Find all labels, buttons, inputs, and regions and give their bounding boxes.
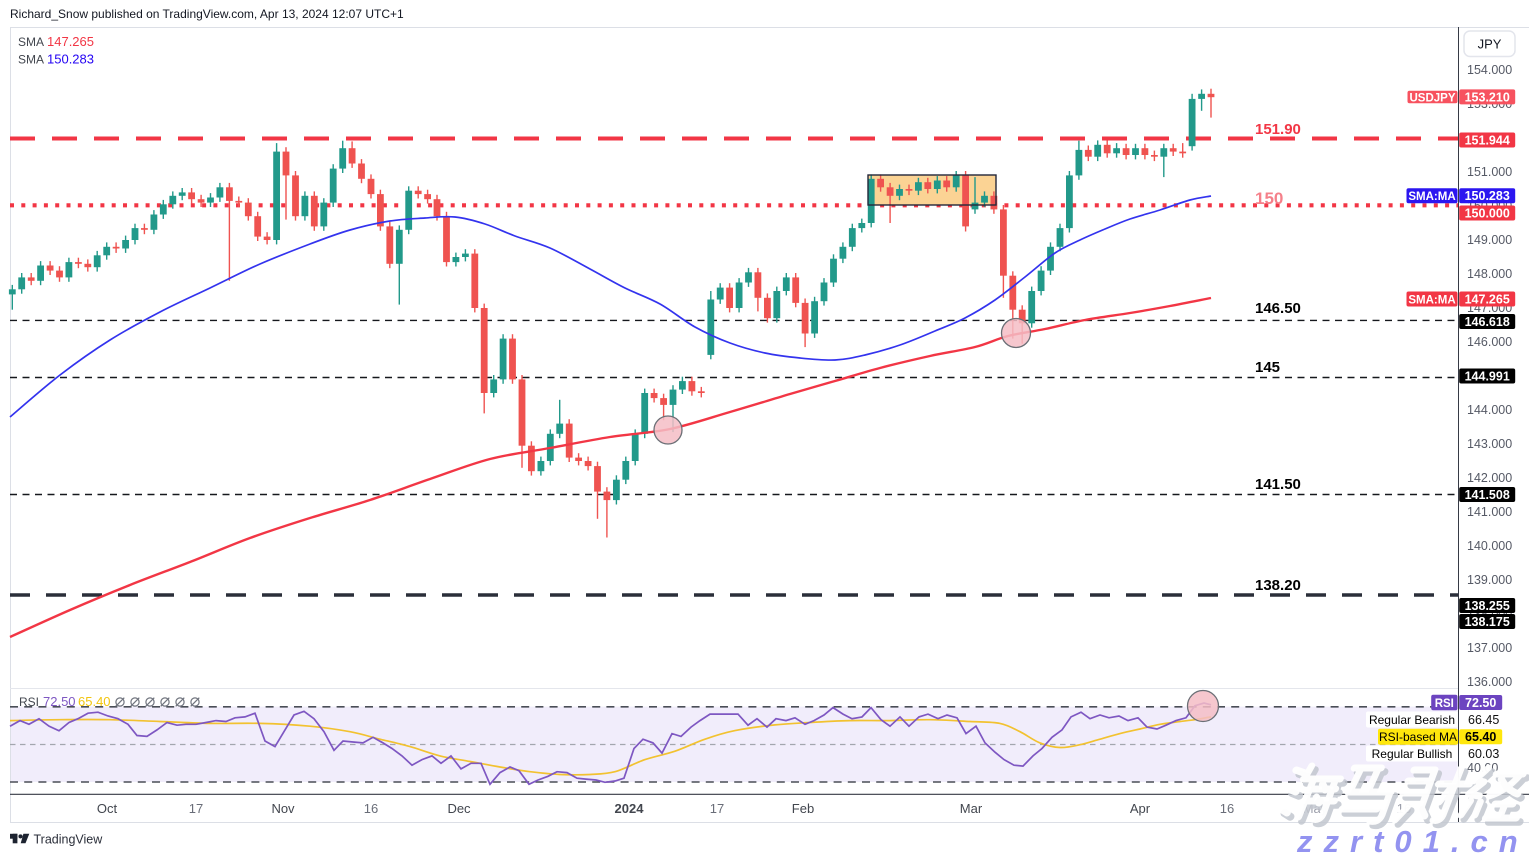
svg-text:65.40: 65.40: [1465, 730, 1496, 744]
svg-text:150.283: 150.283: [1465, 189, 1510, 203]
svg-text:TradingView: TradingView: [34, 833, 104, 847]
svg-text:16: 16: [364, 801, 378, 816]
svg-text:Dec: Dec: [447, 801, 471, 816]
svg-text:138.20: 138.20: [1255, 577, 1301, 594]
svg-text:146.50: 146.50: [1255, 300, 1301, 317]
svg-text:150.000: 150.000: [1465, 206, 1510, 220]
svg-text:72.50: 72.50: [1465, 696, 1496, 710]
svg-text:144.991: 144.991: [1465, 369, 1510, 383]
svg-text:151.944: 151.944: [1465, 133, 1510, 147]
svg-text:60.03: 60.03: [1468, 747, 1499, 761]
svg-text:148.000: 148.000: [1467, 267, 1512, 281]
svg-text:146.618: 146.618: [1465, 315, 1510, 329]
svg-text:136.000: 136.000: [1467, 675, 1512, 689]
svg-text:USDJPY: USDJPY: [1409, 92, 1455, 104]
svg-text:137.000: 137.000: [1467, 641, 1512, 655]
svg-text:153.210: 153.210: [1465, 90, 1510, 104]
svg-text:151.000: 151.000: [1467, 165, 1512, 179]
svg-text:147.265: 147.265: [47, 34, 94, 49]
svg-text:Nov: Nov: [271, 801, 295, 816]
svg-text:66.45: 66.45: [1468, 713, 1499, 727]
svg-text:SMA: SMA: [18, 53, 44, 67]
svg-text:141.508: 141.508: [1465, 488, 1510, 502]
svg-text:RSI: RSI: [1435, 698, 1454, 710]
svg-text:154.000: 154.000: [1467, 63, 1512, 77]
svg-text:SMA:MA: SMA:MA: [1408, 294, 1455, 306]
svg-text:RSI-based MA: RSI-based MA: [1379, 730, 1457, 744]
svg-text:Regular Bearish: Regular Bearish: [1369, 713, 1455, 727]
svg-text:149.000: 149.000: [1467, 233, 1512, 247]
svg-text:150: 150: [1255, 189, 1283, 208]
svg-text:SMA:MA: SMA:MA: [1408, 191, 1455, 203]
svg-text:151.90: 151.90: [1255, 121, 1301, 138]
svg-text:147.265: 147.265: [1465, 292, 1510, 306]
svg-text:2024: 2024: [615, 801, 645, 816]
svg-text:SMA: SMA: [18, 35, 44, 49]
svg-text:142.000: 142.000: [1467, 471, 1512, 485]
svg-text:141.50: 141.50: [1255, 476, 1301, 493]
svg-text:RSI: RSI: [19, 695, 39, 709]
svg-text:145: 145: [1255, 359, 1280, 376]
svg-text:16: 16: [1220, 801, 1234, 816]
svg-text:Apr: Apr: [1130, 801, 1151, 816]
svg-text:65.40: 65.40: [78, 694, 111, 709]
svg-text:Mar: Mar: [960, 801, 983, 816]
svg-text:Feb: Feb: [792, 801, 814, 816]
svg-text:144.000: 144.000: [1467, 403, 1512, 417]
svg-text:Oct: Oct: [97, 801, 118, 816]
svg-text:138.175: 138.175: [1465, 615, 1510, 629]
svg-text:17: 17: [189, 801, 203, 816]
svg-text:146.000: 146.000: [1467, 335, 1512, 349]
svg-text:141.000: 141.000: [1467, 505, 1512, 519]
svg-text:143.000: 143.000: [1467, 437, 1512, 451]
svg-text:150.283: 150.283: [47, 52, 94, 67]
svg-text:17: 17: [710, 801, 724, 816]
svg-text:JPY: JPY: [1478, 36, 1502, 51]
svg-text:140.000: 140.000: [1467, 539, 1512, 553]
svg-text:Richard_Snow published on Trad: Richard_Snow published on TradingView.co…: [10, 7, 404, 21]
svg-text:Regular Bullish: Regular Bullish: [1372, 747, 1453, 761]
svg-text:139.000: 139.000: [1467, 573, 1512, 587]
svg-text:72.50: 72.50: [43, 694, 76, 709]
svg-text:138.255: 138.255: [1465, 599, 1510, 613]
svg-text:zzrt01.cn: zzrt01.cn: [1296, 824, 1529, 857]
